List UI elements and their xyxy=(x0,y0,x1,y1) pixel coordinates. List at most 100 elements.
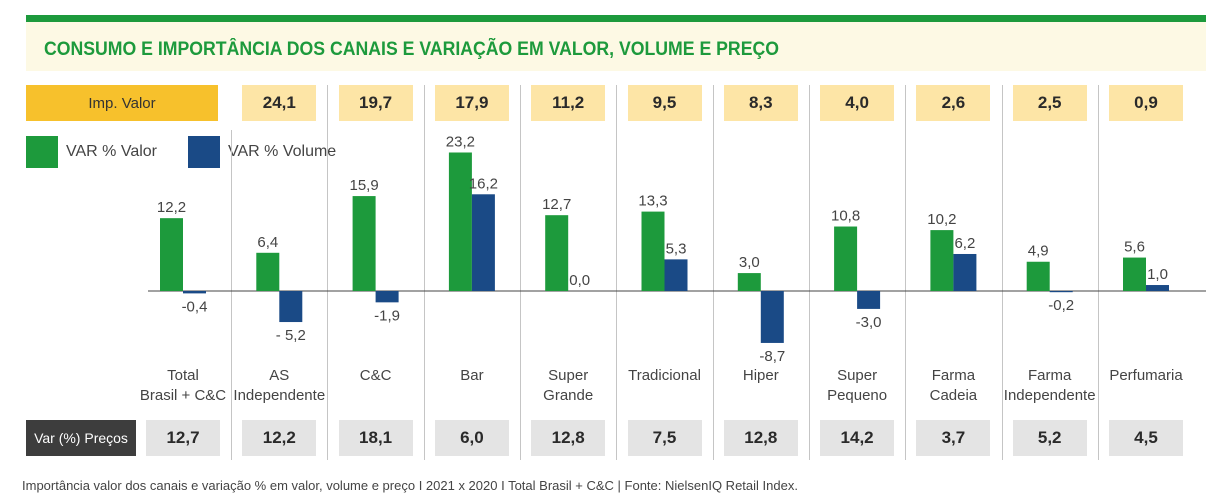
bar-valor xyxy=(448,152,472,291)
bar-volume xyxy=(279,291,303,323)
data-label-valor: 13,3 xyxy=(638,193,667,210)
column-divider xyxy=(713,85,714,460)
category-label: Super Pequeno xyxy=(802,366,912,406)
category-label-line: Perfumaria xyxy=(1109,367,1183,384)
category-label-line: Cadeia xyxy=(929,387,978,404)
legend-label-valor: VAR % Valor xyxy=(66,143,157,160)
category-label-line: Tradicional xyxy=(628,367,701,384)
column-divider xyxy=(1098,85,1099,460)
category-label-line: Farma xyxy=(931,367,976,384)
data-label-volume: 16,2 xyxy=(469,175,498,192)
bar-valor xyxy=(256,252,280,291)
category-label-line: Grande xyxy=(543,387,594,404)
var-precos-value: 14,2 xyxy=(820,420,895,456)
bar-valor xyxy=(1026,261,1050,291)
category-label: Hiper xyxy=(706,366,816,386)
title-top-rule xyxy=(26,15,1206,22)
category-label-line: Bar xyxy=(460,367,484,384)
data-label-valor: 5,6 xyxy=(1124,239,1145,256)
data-label-valor: 12,2 xyxy=(157,199,186,216)
category-label: Farma Cadeia xyxy=(898,366,1008,406)
imp-valor-value: 2,6 xyxy=(916,85,991,121)
data-label-valor: 3,0 xyxy=(739,254,760,271)
data-label-volume: 6,2 xyxy=(954,235,975,252)
var-precos-value: 12,8 xyxy=(531,420,606,456)
category-label-line: C&C xyxy=(359,367,392,384)
category-label: Bar xyxy=(417,366,527,386)
category-label-line: Brasil + C&C xyxy=(139,387,227,404)
var-precos-value: 4,5 xyxy=(1109,420,1183,456)
category-label: Super Grande xyxy=(513,366,623,406)
chart-title: CONSUMO E IMPORTÂNCIA DOS CANAIS E VARIA… xyxy=(44,39,779,60)
data-label-valor: 23,2 xyxy=(446,133,475,150)
imp-valor-label: Imp. Valor xyxy=(26,85,218,121)
category-label-line: Super xyxy=(548,367,589,384)
imp-valor-value: 19,7 xyxy=(338,85,413,121)
bar-volume xyxy=(664,259,688,291)
bar-volume xyxy=(857,291,881,309)
category-label-line: Independente xyxy=(233,387,326,404)
bar-valor xyxy=(641,211,665,291)
title-band: CONSUMO E IMPORTÂNCIA DOS CANAIS E VARIA… xyxy=(26,15,1206,71)
column-divider xyxy=(1002,85,1003,460)
bar-volume xyxy=(1146,285,1169,291)
var-precos-value: 5,2 xyxy=(1012,420,1087,456)
data-label-valor: 15,9 xyxy=(349,177,378,194)
bar-volume xyxy=(375,291,399,303)
imp-valor-value: 8,3 xyxy=(723,85,798,121)
category-label: Perfumaria xyxy=(1091,366,1201,386)
data-label-valor: 10,8 xyxy=(831,208,860,225)
data-label-volume: 5,3 xyxy=(666,240,687,257)
var-precos-value: 7,5 xyxy=(627,420,702,456)
bar-valor xyxy=(545,215,569,291)
column-divider xyxy=(327,85,328,460)
bar-valor xyxy=(1123,257,1146,291)
category-label: C&C xyxy=(321,366,431,386)
data-label-valor: 6,4 xyxy=(257,234,278,251)
imp-valor-value: 2,5 xyxy=(1012,85,1087,121)
imp-valor-value: 24,1 xyxy=(242,85,317,121)
var-precos-value: 12,7 xyxy=(146,420,220,456)
legend-swatch-volume xyxy=(188,136,220,168)
bar-volume xyxy=(1049,291,1073,293)
data-label-volume: 0,0 xyxy=(569,272,590,289)
legend-item-volume: VAR % Volume xyxy=(188,136,336,168)
bar-valor xyxy=(160,218,183,291)
bar-valor xyxy=(930,230,954,291)
imp-valor-value: 9,5 xyxy=(627,85,702,121)
data-label-volume: -1,9 xyxy=(374,307,400,324)
legend-item-valor: VAR % Valor xyxy=(26,136,157,168)
bar-volume xyxy=(471,194,495,291)
category-label-line: Pequeno xyxy=(827,387,888,404)
category-label: Tradicional xyxy=(610,366,720,386)
var-precos-value: 18,1 xyxy=(338,420,413,456)
footnote: Importância valor dos canais e variação … xyxy=(22,478,798,493)
imp-valor-value: 0,9 xyxy=(1109,85,1183,121)
category-label: Farma Independente xyxy=(995,366,1105,406)
column-divider xyxy=(424,85,425,460)
var-precos-value: 6,0 xyxy=(434,420,509,456)
legend-label-volume: VAR % Volume xyxy=(228,143,337,160)
category-label-line: Independente xyxy=(1003,387,1096,404)
legend-swatch-valor xyxy=(26,136,58,168)
category-label-line: AS xyxy=(269,367,290,384)
data-label-valor: 4,9 xyxy=(1028,243,1049,260)
data-label-volume: -8,7 xyxy=(759,348,785,365)
data-label-valor: 12,7 xyxy=(542,196,571,213)
bar-volume xyxy=(760,291,784,343)
bar-volume xyxy=(183,291,206,294)
column-divider xyxy=(905,85,906,460)
category-label: Total Brasil + C&C xyxy=(128,366,238,406)
data-label-volume: 1,0 xyxy=(1147,266,1168,283)
column-divider xyxy=(809,85,810,460)
category-label: AS Independente xyxy=(224,366,334,406)
column-divider xyxy=(231,130,232,460)
var-precos-value: 3,7 xyxy=(916,420,991,456)
bar-valor xyxy=(737,273,761,291)
bar-volume xyxy=(953,253,977,291)
column-divider xyxy=(520,85,521,460)
bar-valor xyxy=(834,226,858,291)
category-label-line: Farma xyxy=(1028,367,1072,384)
data-label-volume: -0,2 xyxy=(1048,297,1074,314)
